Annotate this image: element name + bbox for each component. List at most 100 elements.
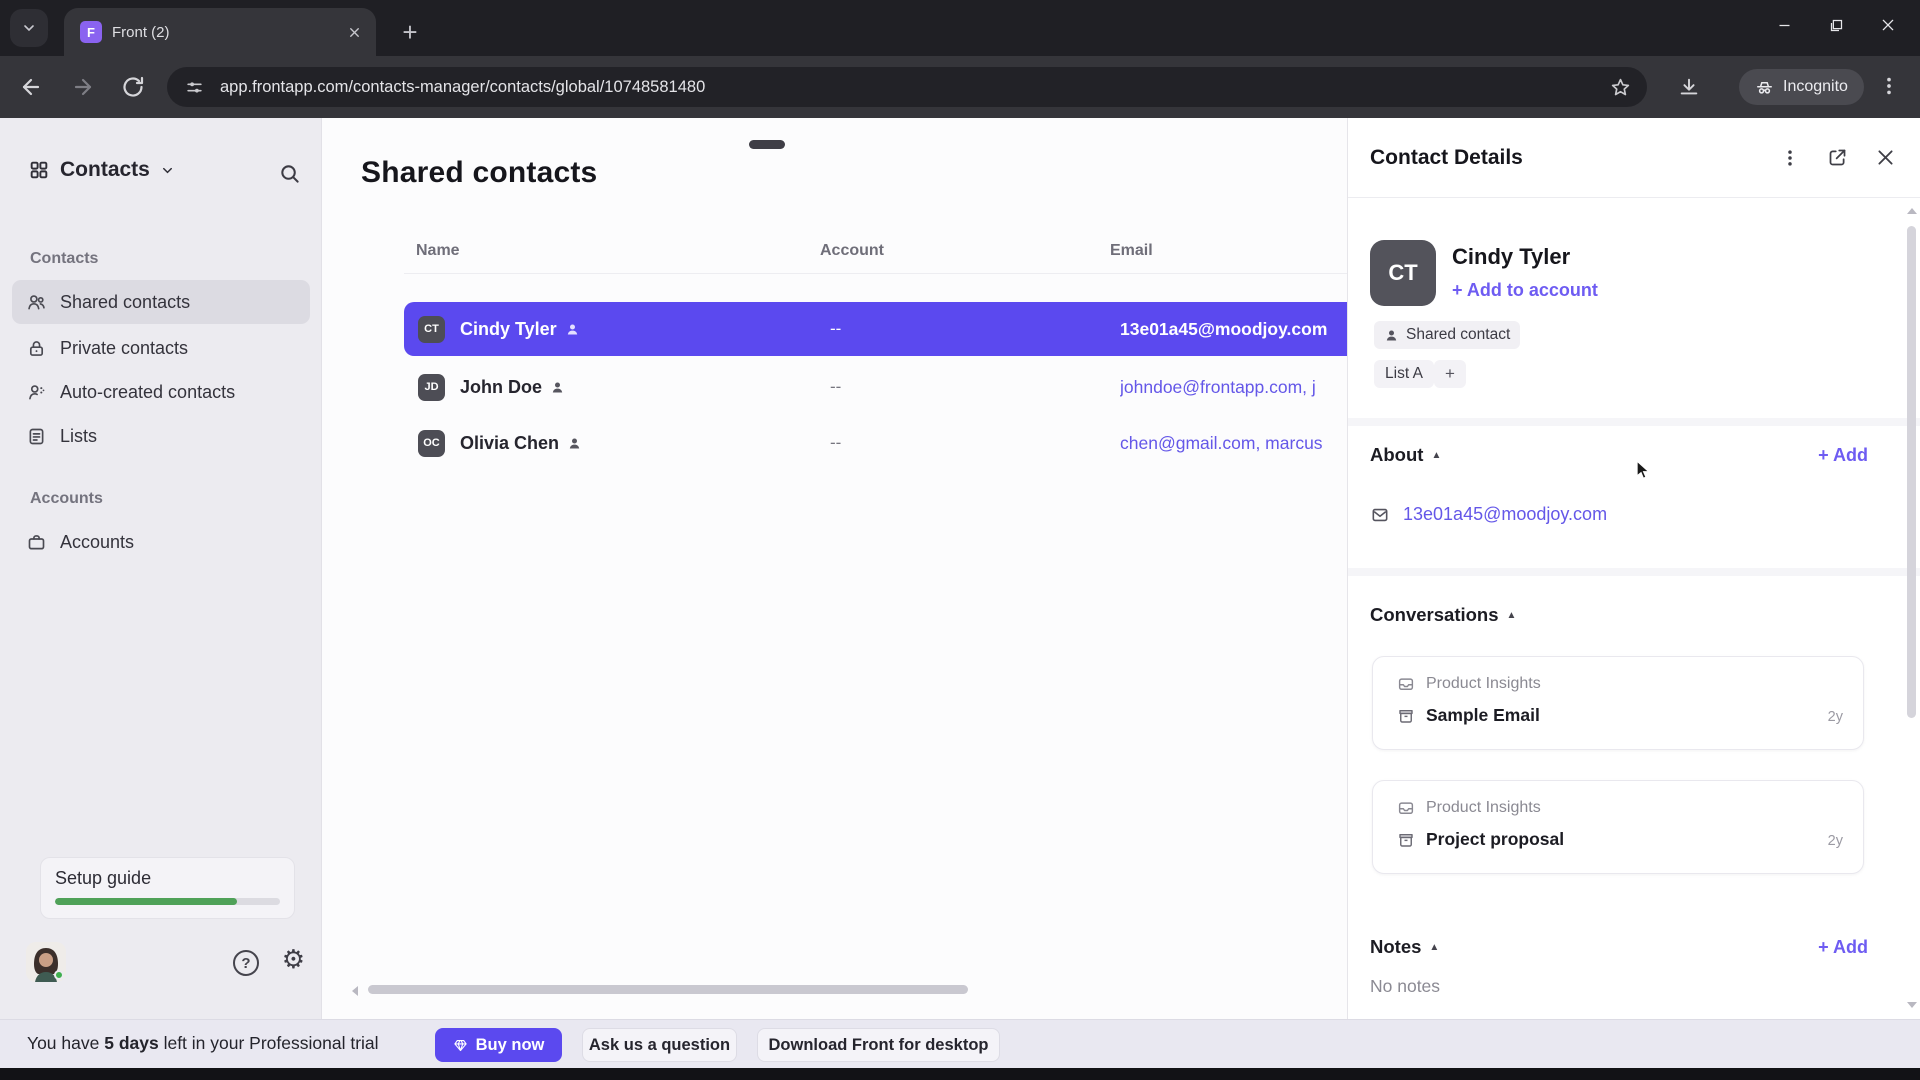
forward-icon[interactable] — [71, 75, 95, 99]
user-avatar[interactable] — [26, 942, 66, 982]
chevron-down-icon — [162, 167, 172, 173]
briefcase-icon — [28, 534, 45, 549]
question-mark-icon: ? — [241, 954, 251, 972]
downloads-icon[interactable] — [1678, 76, 1700, 98]
setup-guide-card[interactable]: Setup guide — [40, 857, 295, 919]
vertical-scroll-thumb[interactable] — [1907, 226, 1916, 718]
new-tab-button[interactable]: + — [402, 16, 418, 47]
divider — [1348, 418, 1920, 426]
sidebar-item-private-contacts[interactable]: Private contacts — [12, 326, 310, 370]
browser-tab[interactable]: F Front (2) — [64, 8, 376, 56]
mouse-cursor — [1636, 459, 1651, 480]
collapse-caret-icon: ▲ — [1506, 609, 1517, 621]
close-window-button[interactable] — [1862, 0, 1914, 50]
conversation-age: 2y — [1827, 833, 1843, 849]
download-desktop-button[interactable]: Download Front for desktop — [757, 1028, 1000, 1062]
contact-account: -- — [830, 377, 842, 396]
site-info-icon[interactable] — [185, 78, 204, 97]
contact-details-panel: Contact Details CT Cindy Tyler + Add to … — [1347, 118, 1920, 1019]
trial-message: You have 5 days left in your Professiona… — [27, 1033, 379, 1053]
sidebar-item-lists[interactable]: Lists — [12, 414, 310, 458]
shared-person-icon — [569, 438, 580, 448]
sidebar-item-auto-created-contacts[interactable]: Auto-created contacts — [12, 370, 310, 414]
conversation-subject[interactable]: Project proposal — [1426, 829, 1565, 849]
setup-guide-label: Setup guide — [55, 868, 152, 888]
table-row[interactable]: CT Cindy Tyler -- 13e01a45@moodjoy.com — [404, 302, 1369, 356]
help-button[interactable]: ? — [233, 950, 259, 976]
shared-person-icon — [567, 324, 577, 334]
panel-title: Contact Details — [1370, 145, 1523, 169]
notes-title[interactable]: Notes ▲ — [1370, 936, 1440, 957]
about-add-link[interactable]: + Add — [1818, 444, 1868, 465]
archive-box-icon — [1399, 833, 1413, 847]
conversation-inbox: Product Insights — [1426, 675, 1541, 692]
restore-button[interactable] — [1810, 0, 1862, 50]
page-title: Shared contacts — [361, 156, 598, 189]
sidebar-item-label: Lists — [60, 425, 98, 446]
add-to-account-link[interactable]: + Add to account — [1452, 280, 1598, 300]
app-content: Contacts Contacts Shared contacts Privat… — [0, 118, 1920, 1019]
tab-search-button[interactable] — [10, 9, 48, 47]
contact-initials-avatar: JD — [418, 373, 445, 401]
conversations-title[interactable]: Conversations ▲ — [1370, 604, 1517, 625]
sidebar-item-label: Auto-created contacts — [60, 381, 236, 402]
sidebar-item-label: Accounts — [60, 531, 135, 552]
envelope-icon — [1372, 508, 1388, 521]
reload-icon[interactable] — [121, 75, 145, 99]
settings-gear-icon[interactable]: ⚙ — [281, 944, 305, 974]
more-options-icon[interactable] — [1780, 148, 1800, 168]
contact-email[interactable]: 13e01a45@moodjoy.com — [1120, 318, 1328, 339]
shared-person-icon — [552, 382, 563, 392]
contact-email[interactable]: johndoe@frontapp.com, j — [1120, 376, 1316, 397]
column-header-email[interactable]: Email — [1110, 242, 1153, 259]
setup-progress-track — [55, 898, 280, 905]
minimize-button[interactable] — [1758, 0, 1810, 50]
ask-question-button[interactable]: Ask us a question — [582, 1028, 737, 1062]
close-panel-icon[interactable] — [1875, 147, 1896, 168]
person-icon — [1386, 330, 1397, 340]
contact-avatar: CT — [1370, 240, 1436, 306]
add-list-button[interactable]: + — [1434, 360, 1466, 388]
contact-name: John Doe — [460, 376, 543, 397]
notes-add-link[interactable]: + Add — [1818, 936, 1868, 957]
open-in-new-icon[interactable] — [1827, 147, 1848, 168]
about-title[interactable]: About ▲ — [1370, 444, 1442, 465]
column-header-account[interactable]: Account — [820, 242, 884, 259]
column-header-name[interactable]: Name — [416, 242, 460, 259]
scroll-down-arrow[interactable] — [1907, 1002, 1917, 1008]
contact-email[interactable]: chen@gmail.com, marcus — [1120, 432, 1323, 453]
sidebar-item-accounts[interactable]: Accounts — [12, 520, 310, 564]
table-header: Name Account Email — [404, 230, 1369, 274]
incognito-label: Incognito — [1783, 78, 1848, 95]
back-icon[interactable] — [19, 75, 43, 99]
scroll-handle[interactable] — [749, 140, 785, 149]
tab-close-icon[interactable] — [347, 25, 362, 40]
search-icon[interactable] — [278, 162, 301, 185]
table-row[interactable]: OC Olivia Chen -- chen@gmail.com, marcus — [404, 416, 1369, 470]
app-grid-icon — [30, 161, 48, 179]
front-favicon: F — [80, 21, 102, 43]
conversation-card[interactable]: Product Insights Sample Email 2y — [1372, 656, 1864, 750]
panel-header: Contact Details — [1348, 118, 1920, 198]
url-bar[interactable]: app.frontapp.com/contacts-manager/contac… — [167, 67, 1647, 107]
sidebar: Contacts Contacts Shared contacts Privat… — [0, 118, 322, 1019]
conversation-subject[interactable]: Sample Email — [1426, 705, 1540, 725]
url-text[interactable]: app.frontapp.com/contacts-manager/contac… — [220, 77, 706, 96]
vertical-scrollbar[interactable] — [1906, 208, 1917, 1008]
scroll-left-arrow[interactable] — [352, 986, 358, 996]
bookmark-star-icon[interactable] — [1610, 77, 1631, 98]
sidebar-item-shared-contacts[interactable]: Shared contacts — [12, 280, 310, 324]
list-tag[interactable]: List A — [1374, 360, 1434, 388]
horizontal-scroll-thumb[interactable] — [368, 985, 968, 994]
contact-email-link[interactable]: 13e01a45@moodjoy.com — [1403, 504, 1608, 524]
browser-menu-icon[interactable] — [1878, 75, 1900, 97]
scroll-up-arrow[interactable] — [1907, 208, 1917, 214]
conversation-card[interactable]: Product Insights Project proposal 2y — [1372, 780, 1864, 874]
workspace-switcher[interactable]: Contacts — [28, 158, 175, 182]
window-controls — [1758, 0, 1914, 50]
horizontal-scrollbar[interactable] — [352, 984, 1359, 996]
table-row[interactable]: JD John Doe -- johndoe@frontapp.com, j — [404, 360, 1369, 414]
incognito-icon — [1757, 81, 1772, 94]
collapse-caret-icon: ▲ — [1431, 449, 1442, 461]
buy-now-button[interactable]: Buy now — [435, 1028, 562, 1062]
